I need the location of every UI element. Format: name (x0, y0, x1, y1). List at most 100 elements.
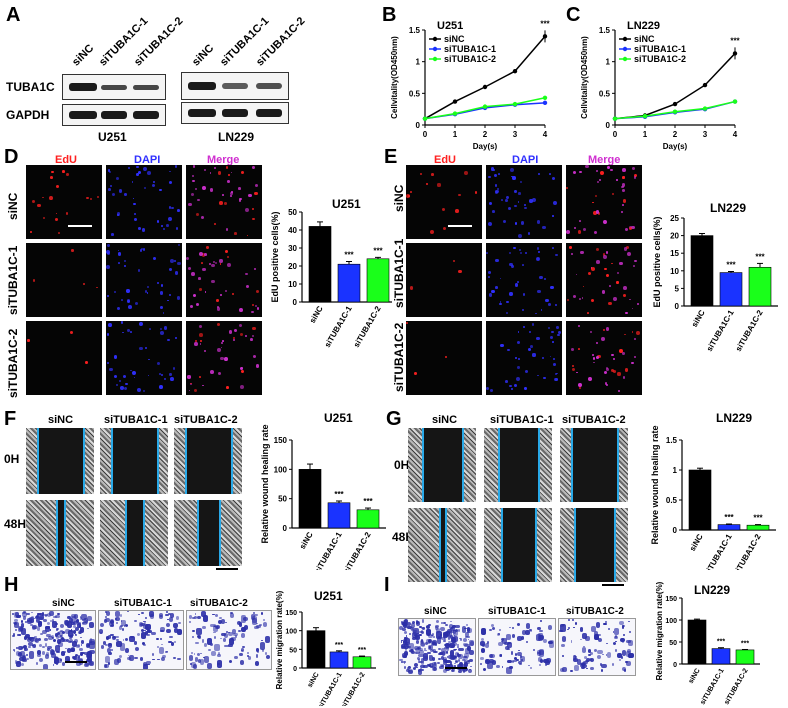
chart-title: U251 (324, 411, 353, 425)
x-tick-label: 1 (453, 130, 458, 139)
chart-title: U251 (332, 197, 361, 211)
western-blot-gapdh-ln229 (181, 102, 289, 124)
wound-gap (439, 508, 445, 582)
wound-gap (197, 500, 219, 566)
category-label: siTUBA1C-2 (723, 667, 749, 706)
wound-image (560, 428, 628, 502)
bar (735, 649, 755, 665)
merge-image (186, 321, 262, 395)
bar (327, 502, 351, 529)
col-label: siNC (432, 414, 458, 426)
y-tick-label: 0 (673, 526, 678, 535)
wound-edge-line (498, 428, 500, 502)
legend-entry: siTUBA1C-1 (634, 44, 686, 54)
legend-entry: siNC (444, 34, 465, 44)
wound-edge-line (574, 508, 576, 582)
col-label: siTUBA1C-2 (174, 414, 238, 426)
bar (337, 263, 361, 303)
y-axis-label: EdU positive cells(%) (270, 211, 280, 302)
bar-chart-edu-ln229: 0 5 10 15 20 25 EdU positive cells(%) LN229 siNC… (652, 201, 778, 353)
data-point (732, 99, 738, 104)
bar-chart-wound-u251: 0 50 100 150 Relative wound healing rate U251… (260, 411, 386, 570)
western-blot-tuba1c-u251 (62, 74, 166, 100)
category-label: siTUBA1C-2 (352, 304, 383, 349)
wound-image (408, 428, 476, 502)
x-tick-label: 1 (643, 130, 648, 139)
data-point (512, 68, 518, 74)
protein-label-tuba1c: TUBA1C (6, 80, 55, 94)
y-tick-label: 30 (288, 244, 297, 253)
y-tick-label: 0.5 (666, 496, 678, 505)
wound-gap (571, 428, 617, 502)
wound-gap (56, 500, 64, 566)
transwell-image (558, 618, 636, 676)
category-label: siTUBA1C-1 (699, 667, 725, 706)
channel-label-edu: EdU (55, 154, 77, 166)
legend-marker (622, 36, 628, 42)
wound-image (484, 428, 552, 502)
y-tick-label: 10 (288, 280, 297, 289)
panel-label-h: H (4, 574, 19, 596)
wound-edge-line (219, 500, 221, 566)
data-point (452, 111, 458, 116)
wound-edge-line (64, 500, 66, 566)
wound-gap (574, 508, 614, 582)
y-tick-label: 0.5 (409, 89, 421, 98)
wound-gap (125, 500, 143, 566)
data-point (422, 116, 428, 121)
bar (298, 469, 322, 529)
wound-edge-line (538, 428, 540, 502)
legend-marker (622, 46, 628, 52)
bar (366, 258, 390, 303)
bar (308, 226, 332, 303)
significance-mark: *** (335, 642, 343, 649)
wound-image (174, 428, 242, 494)
wound-image (560, 508, 628, 586)
data-point (612, 116, 618, 121)
legend-marker (432, 46, 438, 52)
scale-bar (68, 225, 92, 227)
x-tick-label: 4 (733, 130, 738, 139)
bar (711, 648, 731, 665)
category-label: siTUBA1C-2 (342, 530, 373, 570)
wound-edge-line (231, 428, 233, 494)
wound-image (26, 428, 94, 494)
chart-title: U251 (437, 20, 463, 32)
y-tick-label: 100 (285, 629, 297, 636)
x-tick-label: 0 (613, 130, 618, 139)
bar (687, 619, 707, 665)
edu-image (26, 243, 102, 317)
y-tick-label: 0 (673, 662, 677, 669)
transwell-image (186, 610, 272, 670)
edu-image (406, 321, 482, 395)
panel-label-i: I (384, 574, 390, 596)
x-tick-label: 2 (673, 130, 678, 139)
y-axis-label: Cellvitality(OD450nm) (390, 36, 399, 119)
data-point (542, 100, 548, 106)
category-label: siTUBA1C-1 (703, 532, 734, 570)
bar (356, 509, 380, 529)
wound-image (100, 500, 168, 566)
col-label: siNC (48, 414, 74, 426)
panel-label-g: G (386, 408, 402, 430)
legend-entry: siTUBA1C-2 (444, 54, 496, 64)
x-axis-label: Day(s) (473, 142, 498, 151)
category-label: siTUBA1C-1 (317, 671, 343, 706)
y-tick-label: 1.5 (666, 436, 678, 445)
line-chart-ln229: 0 0.5 1 1.5 0 1 2 3 4 Day(s) Cellvitality(OD450nm)… (580, 20, 741, 151)
western-blot-tuba1c-ln229 (181, 72, 289, 100)
wound-edge-line (614, 508, 616, 582)
wound-edge-line (445, 508, 447, 582)
panel-label-e: E (384, 146, 398, 168)
channel-label-dapi: DAPI (512, 154, 539, 166)
row-label: siNC (6, 192, 20, 220)
wound-edge-line (197, 500, 199, 566)
panel-label-f: F (4, 408, 17, 430)
bar (717, 524, 741, 531)
bar (352, 656, 372, 669)
significance-mark: *** (724, 513, 734, 522)
bar (719, 272, 743, 307)
edu-image (406, 243, 482, 317)
category-label: siNC (688, 668, 702, 685)
y-tick-label: 0 (283, 524, 288, 533)
